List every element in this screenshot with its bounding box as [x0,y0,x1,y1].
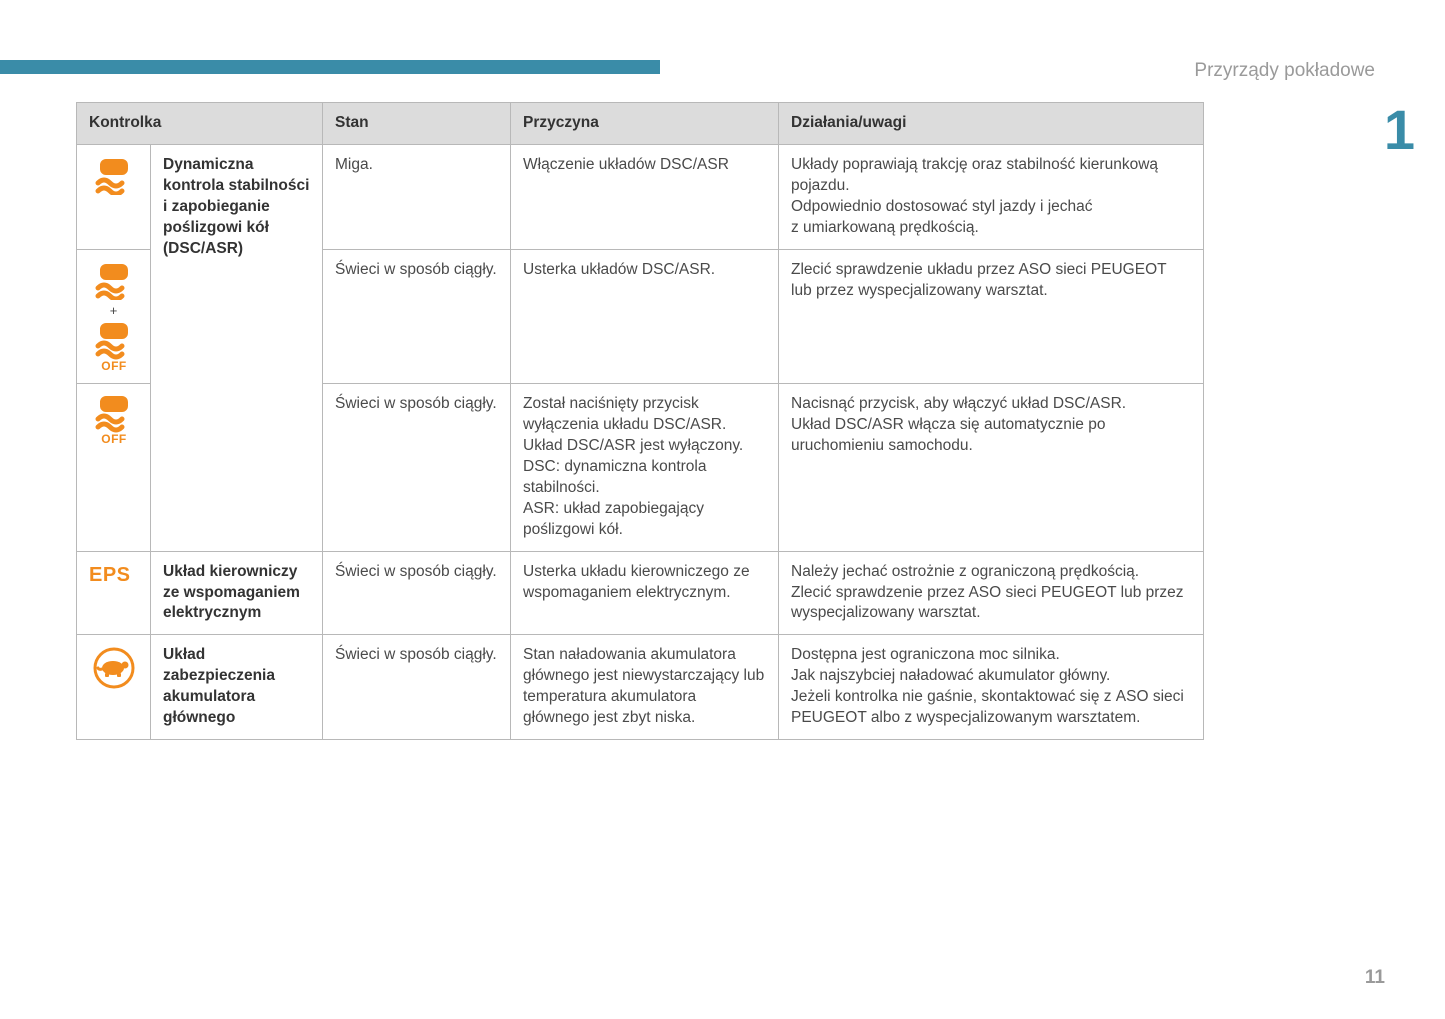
cause-cell: Został naciśnięty przycisk wyłączenia uk… [511,384,779,551]
table-header-row: Kontrolka Stan Przyczyna Działania/uwagi [77,103,1204,145]
icon-cell: + OFF [77,249,151,384]
cause-cell: Usterka układu kierowniczego ze wspomaga… [511,551,779,635]
action-cell: Dostępna jest ograniczona moc silnika.Ja… [779,635,1204,740]
cause-cell: Usterka układów DSC/ASR. [511,249,779,384]
indicator-name: Układ kierowniczy ze wspomaganiem elektr… [151,551,323,635]
table-row: EPS Układ kierowniczy ze wspomaganiem el… [77,551,1204,635]
col-header-cause: Przyczyna [511,103,779,145]
dsc-asr-icon [89,155,138,195]
col-header-action: Działania/uwagi [779,103,1204,145]
action-cell: Należy jechać ostrożnie z ograniczoną pr… [779,551,1204,635]
warning-lights-table: Kontrolka Stan Przyczyna Działania/uwagi [76,102,1204,740]
page-number: 11 [1365,967,1385,989]
table-row: Dynamiczna kontrola stabilności i zapobi… [77,144,1204,249]
state-cell: Świeci w sposób ciągły. [323,635,511,740]
state-cell: Miga. [323,144,511,249]
icon-cell: OFF [77,384,151,551]
turtle-icon [89,645,138,691]
header-accent-bar [0,60,660,74]
cause-cell: Stan naładowania akumulatora głównego je… [511,635,779,740]
eps-icon: EPS [89,564,131,586]
svg-text:OFF: OFF [101,359,127,373]
col-header-indicator: Kontrolka [77,103,323,145]
state-cell: Świeci w sposób ciągły. [323,249,511,384]
table-row: Układ zabezpieczenia akumulatora główneg… [77,635,1204,740]
icon-cell [77,144,151,249]
action-cell: Układy poprawiają trakcję oraz stabilnoś… [779,144,1204,249]
plus-separator: + [110,302,118,320]
indicator-name: Układ zabezpieczenia akumulatora główneg… [151,635,323,740]
state-cell: Świeci w sposób ciągły. [323,384,511,551]
section-title: Przyrządy pokładowe [1194,60,1375,82]
indicator-name: Dynamiczna kontrola stabilności i zapobi… [151,144,323,551]
dsc-asr-plus-off-icon: + OFF [89,260,138,374]
action-cell: Zlecić sprawdzenie układu przez ASO siec… [779,249,1204,384]
dsc-asr-off-icon: OFF [89,394,138,446]
col-header-state: Stan [323,103,511,145]
action-cell: Nacisnąć przycisk, aby włączyć układ DSC… [779,384,1204,551]
state-cell: Świeci w sposób ciągły. [323,551,511,635]
chapter-number-tab: 1 [1384,102,1415,158]
icon-cell: EPS [77,551,151,635]
cause-cell: Włączenie układów DSC/ASR [511,144,779,249]
icon-cell [77,635,151,740]
svg-text:OFF: OFF [101,432,127,446]
